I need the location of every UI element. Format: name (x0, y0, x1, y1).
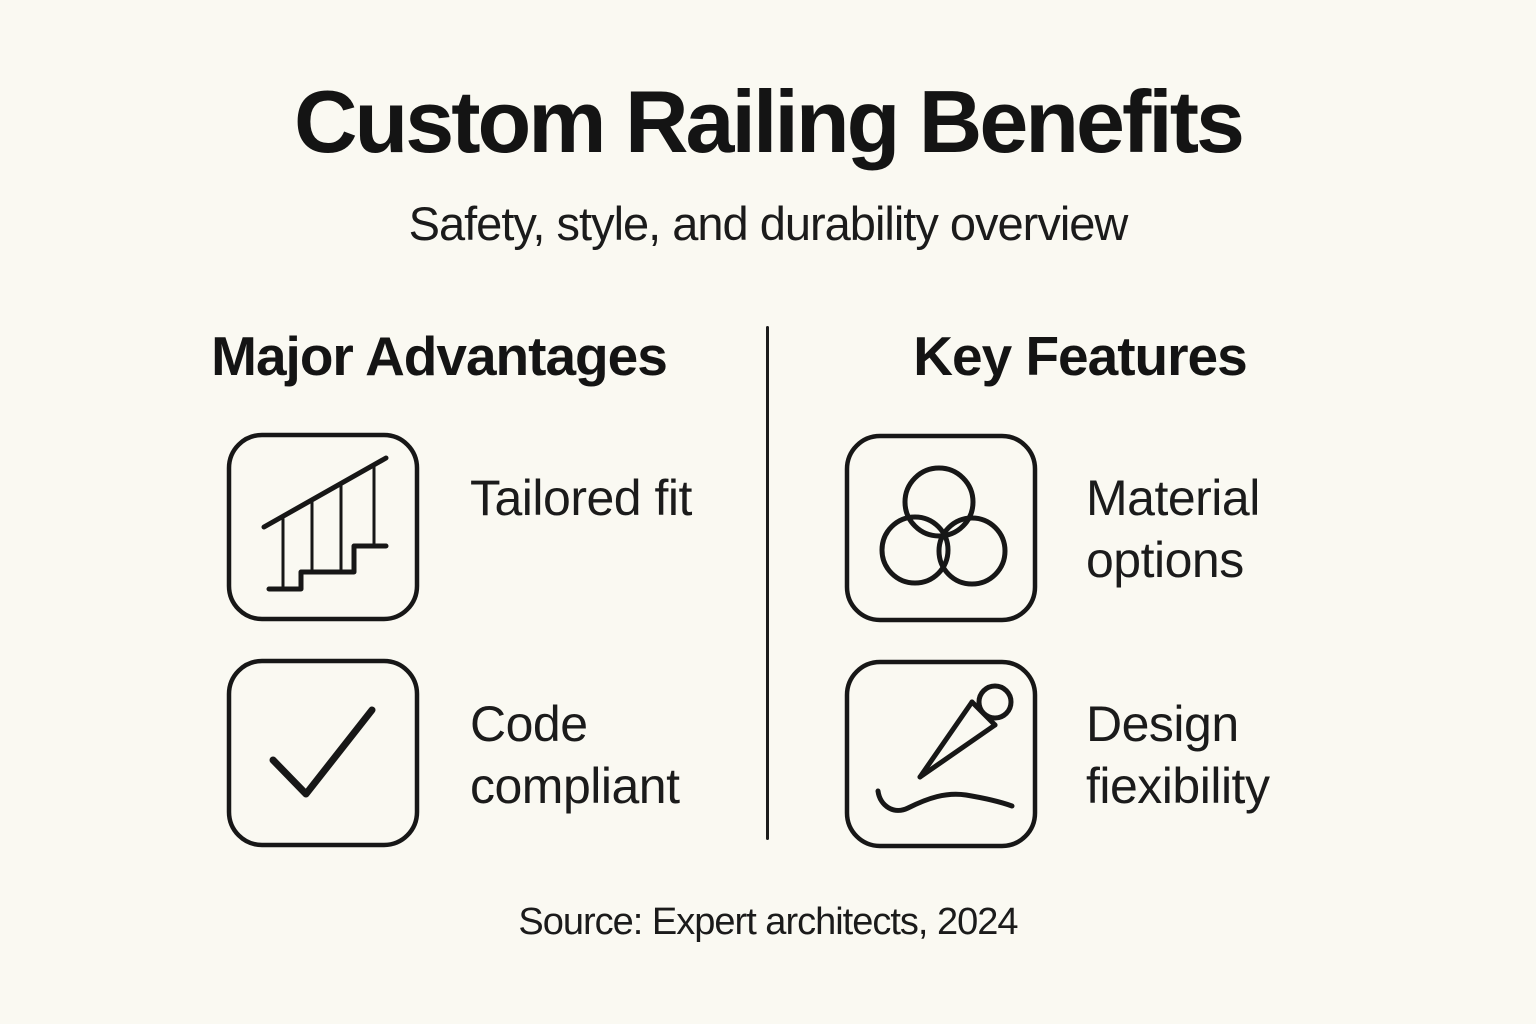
stair-railing-icon (226, 432, 420, 622)
icon-box-material-options (844, 433, 1038, 623)
item-label-tailored-fit: Tailored fit (470, 470, 692, 526)
page-title: Custom Railing Benefits (294, 72, 1245, 171)
item-label-design-flexibility: Design fiexibility (1086, 696, 1270, 814)
checkmark-icon (226, 658, 420, 848)
page-subtitle: Safety, style, and durability overview (408, 197, 1129, 250)
column-header-key-features: Key Features (913, 325, 1247, 387)
icon-box-code-compliant (226, 658, 420, 848)
pencil-signature-icon (844, 659, 1038, 849)
icon-box-tailored-fit (226, 432, 420, 622)
column-header-major-advantages: Major Advantages (211, 325, 668, 387)
three-circles-icon (844, 433, 1038, 623)
icon-box-design-flexibility (844, 659, 1038, 849)
item-label-code-compliant: Code compliant (470, 696, 680, 814)
source-note: Source: Expert architects, 2024 (518, 901, 1018, 943)
item-label-material-options: Material options (1086, 470, 1260, 588)
column-divider (766, 326, 769, 840)
